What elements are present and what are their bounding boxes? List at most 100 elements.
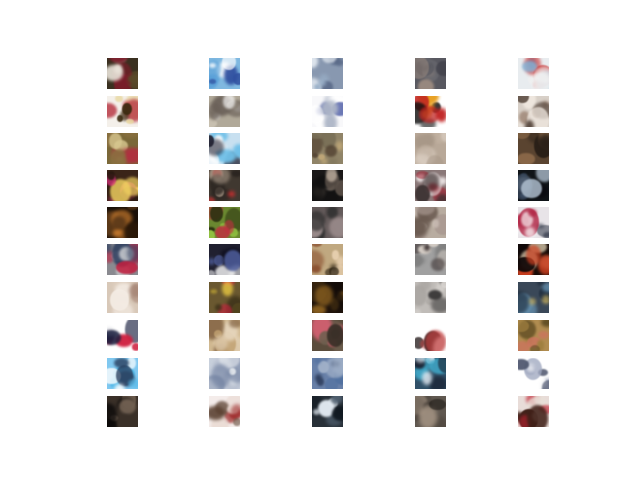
image-blob (424, 244, 431, 251)
image-blob (539, 286, 549, 301)
image-blob (529, 133, 538, 139)
image-blob (214, 334, 229, 351)
image-blob (227, 191, 235, 198)
generated-image-tile (518, 96, 549, 127)
image-blob (313, 408, 321, 416)
image-blob (219, 222, 228, 228)
image-blob (213, 255, 225, 266)
image-blob (427, 416, 446, 427)
image-blob (415, 154, 430, 164)
generated-image-tile (518, 358, 549, 389)
image-blob (415, 58, 430, 79)
image-blob (417, 78, 434, 89)
image-blob (312, 244, 323, 247)
image-blob (312, 133, 328, 140)
generated-image-tile (312, 58, 343, 89)
image-blob (431, 219, 440, 228)
image-blob (415, 256, 425, 266)
image-blob (230, 170, 240, 178)
image-blob (211, 363, 230, 388)
generated-image-tile (107, 207, 138, 238)
image-blob (428, 290, 442, 300)
image-blob (312, 304, 327, 313)
generated-image-tile (518, 396, 549, 427)
image-blob (312, 134, 323, 155)
image-blob (415, 170, 430, 179)
image-blob (327, 157, 339, 164)
image-blob (229, 368, 236, 375)
image-blob (425, 154, 444, 164)
image-blob (312, 265, 321, 273)
image-blob (209, 79, 217, 84)
image-blob (320, 81, 334, 89)
image-blob (332, 101, 343, 117)
image-blob (334, 58, 343, 66)
image-blob (415, 284, 427, 307)
image-blob (322, 58, 337, 64)
image-blob (430, 297, 446, 313)
generated-image-tile (107, 396, 138, 427)
generated-image-tile (209, 282, 240, 313)
image-blob (314, 83, 321, 89)
image-blob (209, 153, 220, 164)
image-blob (209, 406, 226, 420)
generated-image-tile (415, 207, 446, 238)
image-blob (113, 229, 122, 237)
image-blob (331, 249, 340, 260)
image-blob (320, 100, 338, 117)
image-blob (209, 257, 216, 266)
generated-image-tile (107, 244, 138, 275)
image-blob (317, 378, 325, 386)
image-blob (543, 231, 549, 238)
image-blob (419, 282, 432, 292)
image-blob (325, 377, 338, 389)
image-blob (218, 304, 233, 313)
image-blob (534, 396, 545, 406)
image-blob (314, 373, 322, 382)
image-blob (113, 139, 129, 152)
image-blob (518, 153, 536, 164)
image-blob (116, 260, 138, 275)
image-blob (429, 398, 446, 411)
image-blob (528, 209, 538, 217)
generated-image-tile (312, 282, 343, 313)
image-blob (524, 120, 535, 127)
image-blob (440, 133, 446, 143)
image-blob (415, 308, 421, 313)
image-blob (115, 96, 123, 103)
image-blob (312, 77, 321, 89)
image-blob (329, 298, 340, 312)
image-blob (415, 217, 428, 238)
image-blob (107, 244, 113, 254)
generated-image-tile (415, 58, 446, 89)
generated-image-tile (312, 396, 343, 427)
image-blob (107, 102, 117, 118)
generated-image-tile (312, 170, 343, 201)
generated-image-tile (209, 358, 240, 389)
image-blob (536, 340, 545, 351)
image-blob (126, 148, 138, 163)
image-blob (126, 118, 135, 124)
image-blob (127, 358, 137, 370)
image-blob (117, 114, 124, 123)
image-blob (123, 221, 138, 238)
generated-image-tile (209, 244, 240, 275)
image-blob (424, 133, 437, 142)
generated-image-tile (518, 282, 549, 313)
image-blob (221, 58, 236, 70)
image-blob (120, 109, 130, 121)
generated-image-tile (312, 207, 343, 238)
image-blob (315, 285, 334, 306)
image-blob (111, 215, 127, 230)
image-blob (224, 249, 240, 271)
generated-image-tile (209, 207, 240, 238)
image-blob (114, 358, 129, 368)
image-blob (107, 403, 117, 427)
image-blob (209, 60, 221, 79)
image-blob (209, 230, 215, 238)
generated-image-tile (107, 133, 138, 164)
image-blob (127, 378, 138, 388)
image-blob (518, 133, 530, 140)
image-blob (524, 226, 536, 238)
image-blob (325, 170, 338, 183)
